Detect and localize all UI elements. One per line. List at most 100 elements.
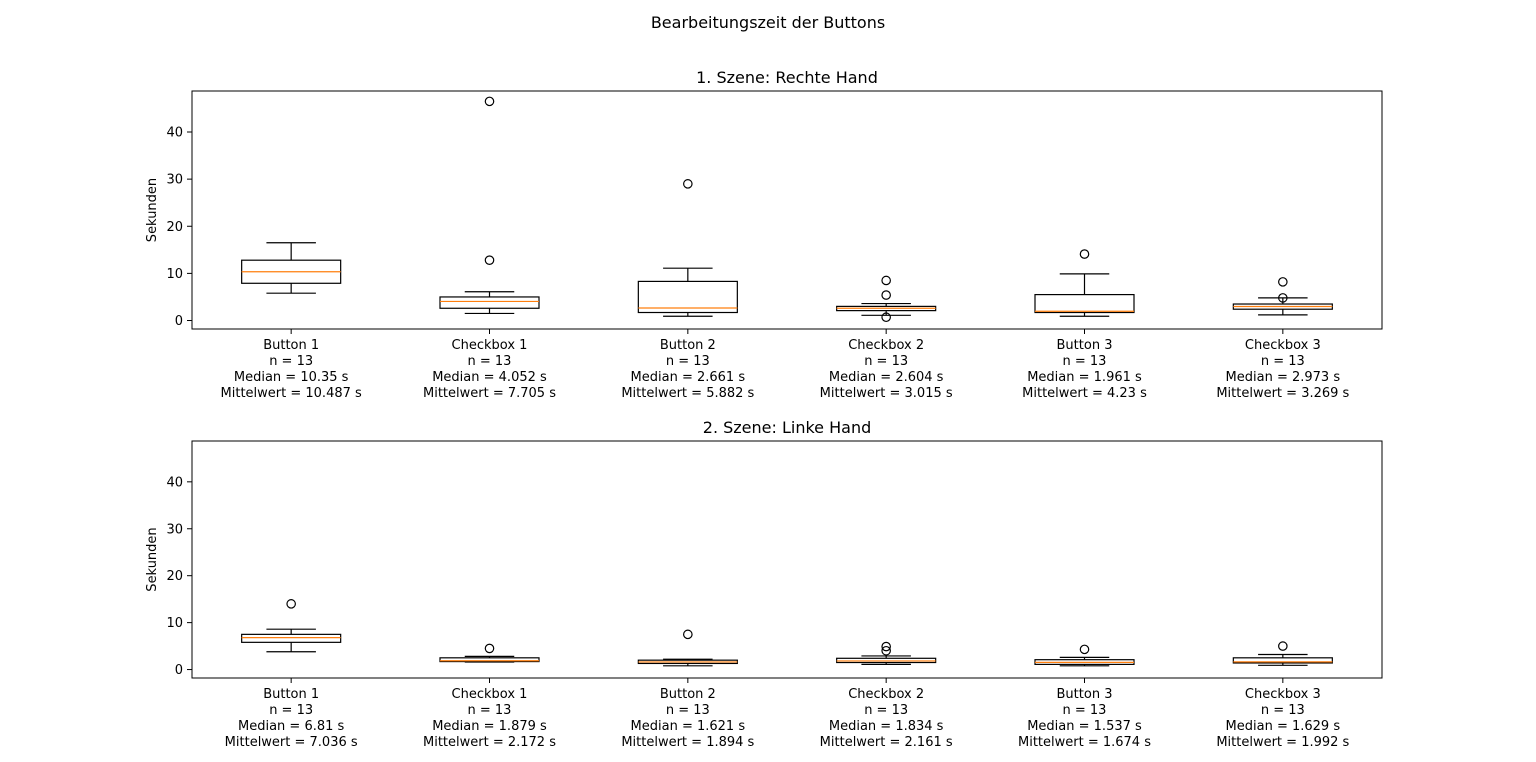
outlier-point: [881, 275, 891, 286]
outlier-point: [683, 179, 693, 189]
outlier-point: [1079, 644, 1090, 655]
category-n: n = 13: [1063, 354, 1107, 369]
category-label: Checkbox 2: [848, 687, 924, 702]
category-mean: Mittelwert = 1.992 s: [1216, 735, 1349, 750]
category-mean: Mittelwert = 3.269 s: [1216, 386, 1349, 401]
category-median: Median = 10.35 s: [234, 370, 349, 385]
y-tick-label: 20: [166, 569, 183, 584]
category-label: Checkbox 3: [1245, 687, 1321, 702]
category-mean: Mittelwert = 7.705 s: [423, 386, 556, 401]
outlier-point: [1278, 293, 1288, 303]
box-4: [836, 275, 937, 323]
category-label: Checkbox 3: [1245, 338, 1321, 353]
category-n: n = 13: [864, 354, 908, 369]
category-n: n = 13: [1063, 703, 1107, 718]
category-mean: Mittelwert = 4.23 s: [1022, 386, 1147, 401]
box-5: [1034, 249, 1135, 317]
category-n: n = 13: [1261, 703, 1305, 718]
figure-suptitle: Bearbeitungszeit der Buttons: [651, 13, 885, 32]
y-tick-label: 10: [166, 267, 183, 282]
category-label: Checkbox 2: [848, 338, 924, 353]
y-tick-label: 30: [166, 522, 183, 537]
category-n: n = 13: [666, 354, 710, 369]
category-mean: Mittelwert = 1.894 s: [621, 735, 754, 750]
y-axis-label: Sekunden: [145, 178, 160, 242]
outlier-point: [484, 96, 495, 107]
category-mean: Mittelwert = 5.882 s: [621, 386, 754, 401]
outlier-point: [881, 290, 891, 300]
category-n: n = 13: [1261, 354, 1305, 369]
category-median: Median = 2.661 s: [631, 370, 746, 385]
outlier-point: [881, 312, 891, 323]
y-tick-label: 30: [166, 173, 183, 188]
category-median: Median = 1.621 s: [631, 719, 746, 734]
category-mean: Mittelwert = 10.487 s: [221, 386, 362, 401]
category-label: Button 3: [1057, 338, 1113, 353]
axes-frame: [191, 440, 1383, 679]
panel-right-hand: 1. Szene: Rechte Hand 0 10 20 30 40 Sekunden Bu…: [145, 68, 1383, 401]
box-1: [241, 242, 342, 294]
category-label: Button 1: [263, 338, 319, 353]
category-mean: Mittelwert = 2.161 s: [820, 735, 953, 750]
category-median: Median = 2.604 s: [829, 370, 944, 385]
category-label: Checkbox 1: [452, 338, 528, 353]
outlier-point: [1278, 641, 1288, 651]
box-body: [439, 296, 540, 309]
category-mean: Mittelwert = 3.015 s: [820, 386, 953, 401]
axes-frame: [191, 90, 1383, 330]
y-tick-label: 40: [166, 475, 183, 490]
outlier-point: [1278, 277, 1288, 287]
category-mean: Mittelwert = 7.036 s: [225, 735, 358, 750]
category-label: Button 3: [1057, 687, 1113, 702]
category-n: n = 13: [468, 703, 512, 718]
box-body: [1232, 657, 1333, 664]
box-body: [637, 280, 738, 314]
category-label: Button 2: [660, 687, 716, 702]
category-n: n = 13: [269, 703, 313, 718]
category-median: Median = 6.81 s: [238, 719, 345, 734]
box-body: [1034, 293, 1135, 314]
category-n: n = 13: [666, 703, 710, 718]
box-6: [1232, 641, 1333, 666]
outlier-point: [484, 643, 495, 654]
box-2: [439, 96, 540, 315]
category-n: n = 13: [468, 354, 512, 369]
category-mean: Mittelwert = 1.674 s: [1018, 735, 1151, 750]
category-median: Median = 1.834 s: [829, 719, 944, 734]
outlier-point: [683, 629, 693, 640]
category-median: Median = 2.973 s: [1226, 370, 1341, 385]
outlier-point: [286, 599, 296, 609]
outlier-point: [1079, 249, 1090, 259]
category-label: Button 2: [660, 338, 716, 353]
box-1: [241, 599, 342, 653]
y-tick-label: 0: [175, 663, 183, 678]
outlier-point: [881, 641, 891, 652]
box-body: [439, 657, 540, 663]
box-body: [241, 633, 342, 643]
y-tick-label: 10: [166, 616, 183, 631]
category-median: Median = 1.961 s: [1027, 370, 1142, 385]
box-5: [1034, 644, 1135, 667]
category-median: Median = 1.537 s: [1027, 719, 1142, 734]
panel-left-hand: 2. Szene: Linke Hand 0 10 20 30 40 Sekunden But…: [145, 418, 1383, 750]
y-tick-label: 40: [166, 126, 183, 141]
panel-title: 2. Szene: Linke Hand: [703, 418, 871, 437]
y-axis-label: Sekunden: [145, 527, 160, 591]
category-n: n = 13: [864, 703, 908, 718]
y-tick-label: 20: [166, 220, 183, 235]
category-median: Median = 1.879 s: [432, 719, 547, 734]
y-tick-label: 0: [175, 314, 183, 329]
box-2: [439, 643, 540, 663]
category-label: Button 1: [263, 687, 319, 702]
category-label: Checkbox 1: [452, 687, 528, 702]
category-median: Median = 1.629 s: [1226, 719, 1341, 734]
category-median: Median = 4.052 s: [432, 370, 547, 385]
box-6: [1232, 277, 1333, 316]
category-mean: Mittelwert = 2.172 s: [423, 735, 556, 750]
panel-title: 1. Szene: Rechte Hand: [696, 68, 878, 87]
box-3: [637, 179, 738, 317]
outlier-point: [881, 645, 891, 656]
box-3: [637, 629, 738, 667]
outlier-point: [484, 255, 495, 265]
